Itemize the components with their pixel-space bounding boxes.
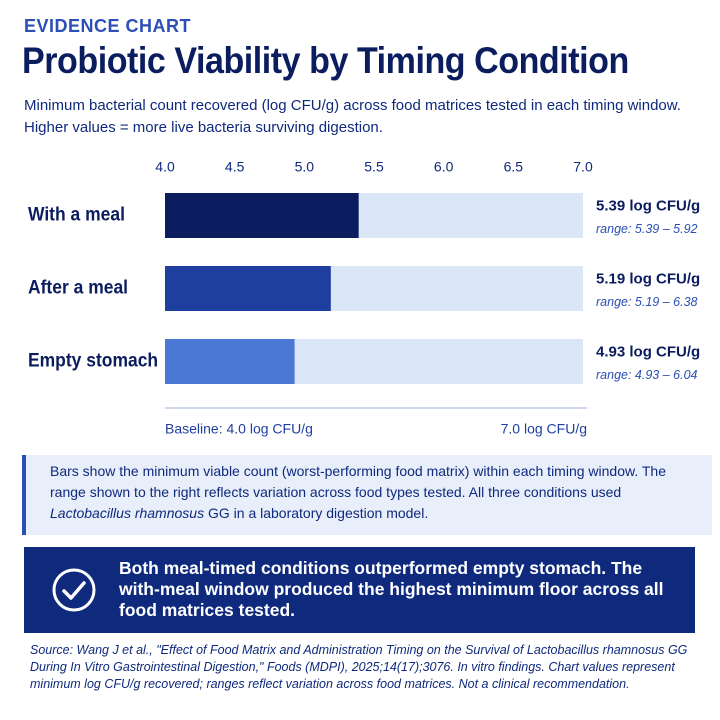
chart: 4.0 4.5 5.0 5.5 6.0 6.5 7.0 With a meal 5.39 log… <box>28 159 700 437</box>
bar <box>165 266 331 311</box>
eyebrow: EVIDENCE CHART <box>24 16 192 36</box>
x-tick-label: 6.0 <box>434 159 454 175</box>
value-label: 5.39 log CFU/g <box>596 197 700 214</box>
range-label: range: 5.19 – 6.38 <box>596 295 698 309</box>
x-tick-label: 5.5 <box>364 159 384 175</box>
x-tick-label: 6.5 <box>504 159 524 175</box>
callout-box: Both meal-timed conditions outperformed … <box>24 547 695 633</box>
note-italic: Lactobacillus rhamnosus <box>50 505 205 521</box>
category-label: With a meal <box>28 203 125 225</box>
value-label: 4.93 log CFU/g <box>596 343 700 360</box>
callout-text: Both meal-timed conditions outperformed … <box>119 558 664 620</box>
note-text: GG in a laboratory digestion model. <box>204 505 429 521</box>
range-label: range: 5.39 – 5.92 <box>596 222 698 236</box>
chart-subtitle: Minimum bacterial count recovered (log C… <box>24 97 681 136</box>
x-tick-label: 5.0 <box>295 159 315 175</box>
chart-title: Probiotic Viability by Timing Condition <box>22 40 629 81</box>
end-label: 7.0 log CFU/g <box>501 421 587 437</box>
baseline-label: Baseline: 4.0 log CFU/g <box>165 421 313 437</box>
category-label: After a meal <box>28 276 128 298</box>
bar <box>165 193 359 238</box>
bar <box>165 339 295 384</box>
value-label: 5.19 log CFU/g <box>596 270 700 287</box>
x-tick-label: 4.0 <box>155 159 175 175</box>
note-text: Bars show the minimum viable count (wors… <box>50 463 666 500</box>
range-label: range: 4.93 – 6.04 <box>596 368 698 382</box>
check-icon <box>52 568 96 612</box>
x-tick-label: 4.5 <box>225 159 245 175</box>
note-box: Bars show the minimum viable count (wors… <box>22 455 712 535</box>
x-tick-label: 7.0 <box>573 159 593 175</box>
source-note: Source: Wang J et al., "Effect of Food M… <box>30 643 688 691</box>
category-label: Empty stomach <box>28 349 158 371</box>
